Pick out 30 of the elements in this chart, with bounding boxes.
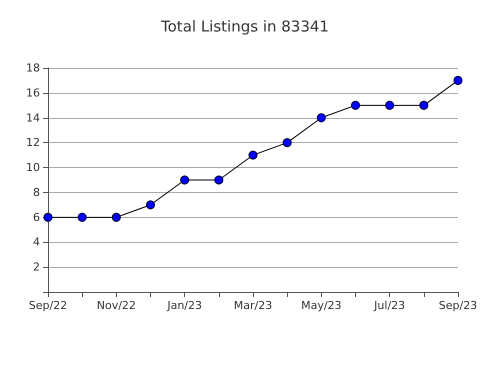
point [282, 138, 292, 148]
x-tick-label: Jan/23 [166, 299, 202, 312]
x-tick-label: Jul/23 [373, 299, 406, 312]
point [44, 212, 52, 222]
y-tick-label: 6 [33, 210, 40, 224]
chart-title: Total Listings in 83341 [160, 18, 329, 36]
point [146, 200, 155, 210]
y-tick-label: 10 [26, 161, 40, 174]
point [454, 76, 462, 85]
y-tick-label: 4 [33, 236, 40, 249]
x-tick-label: Mar/23 [234, 299, 272, 312]
y-tick-label: 16 [26, 86, 40, 100]
point [180, 176, 190, 184]
y-tick-label: 18 [26, 62, 40, 74]
y-tick-label: 12 [26, 136, 40, 150]
x-tick-label: Sep/22 [28, 299, 68, 312]
point [112, 212, 121, 222]
point [385, 100, 394, 110]
x-tick-label: Nov/22 [96, 299, 136, 312]
point [248, 150, 258, 160]
point [419, 100, 428, 110]
x-tick-label: May/23 [301, 299, 342, 312]
x-tick-label: Sep/23 [438, 299, 478, 312]
y-tick-label: 8 [33, 186, 40, 199]
point [316, 113, 326, 122]
point [78, 212, 87, 222]
y-tick-label: 2 [33, 260, 40, 274]
point [351, 100, 360, 110]
y-tick-label: 14 [26, 111, 40, 124]
point [214, 176, 224, 184]
